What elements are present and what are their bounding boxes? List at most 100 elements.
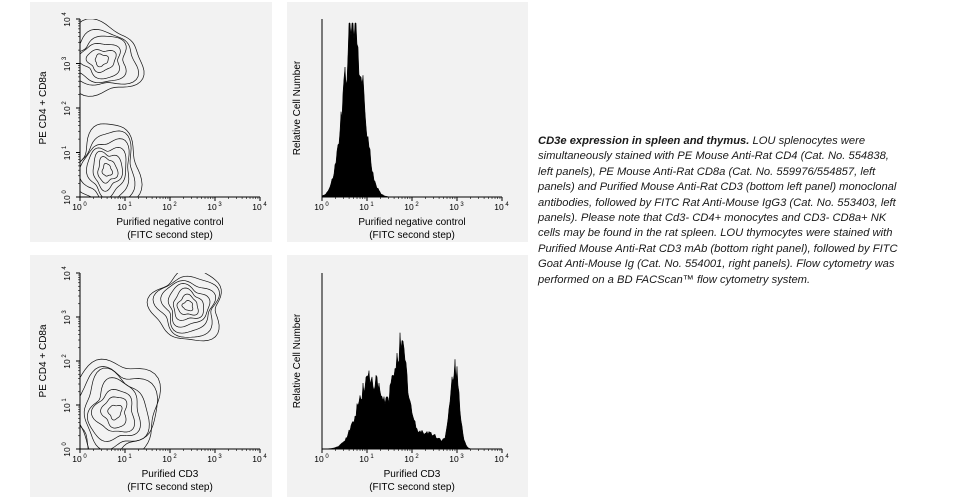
caption-title: CD3e expression in spleen and thymus. [538, 135, 750, 147]
chart3-x-tick-label-3-base: 10 [207, 454, 217, 464]
chart1-y-tick-label-2-base: 10 [62, 106, 72, 116]
caption-body: LOU splenocytes were simultaneously stai… [538, 135, 898, 286]
chart1-contour-1-2 [85, 49, 117, 73]
chart1-x-tick-label-1-exp: 1 [128, 202, 132, 208]
chart1-y-tick-label-2: 102 [62, 101, 72, 116]
chart3-y-label: PE CD4 + CD8a [38, 324, 49, 398]
chart1-contour-1-6 [80, 19, 145, 97]
chart4-x-tick-label-1: 10 1 [359, 454, 374, 464]
chart4-x-label: Purified CD3 [384, 469, 441, 480]
chart4-x-tick-label-3-base: 10 [449, 454, 459, 464]
chart3-y-tick-label-0: 100 [62, 442, 72, 457]
chart3-contour-1-1 [181, 300, 194, 312]
chart2-x-tick-label-0-exp: 0 [325, 202, 329, 208]
chart3-contour-0-3 [91, 389, 135, 433]
chart1-x-label-2: (FITC second step) [127, 230, 213, 241]
chart1-contour-0-2 [97, 156, 119, 184]
chart1-y-tick-label-0-base: 10 [62, 195, 72, 205]
chart3-y-tick-label-2-base: 10 [62, 359, 72, 369]
chart1-x-label: Purified negative control [116, 217, 223, 228]
chart2-x-tick-label-3: 10 3 [449, 202, 464, 212]
chart1-y-tick-label-0: 100 [62, 190, 72, 205]
chart4-x-label-2: (FITC second step) [369, 482, 455, 493]
panel-shade-top-left [30, 2, 272, 242]
chart1-y-label: PE CD4 + CD8a [38, 71, 49, 145]
panel-shade-top-right [287, 2, 528, 242]
chart3-x-tick-label-1: 10 1 [117, 454, 132, 464]
chart1-y-tick-label-3-exp: 3 [62, 56, 68, 60]
chart3-y-tick-label-2: 102 [62, 354, 72, 369]
chart1-contour-0-7 [80, 123, 143, 197]
chart2-x-tick-label-2-exp: 2 [415, 202, 419, 208]
chart4-x-tick-label-1-base: 10 [359, 454, 369, 464]
chart2-x-tick-label-3-base: 10 [449, 202, 459, 212]
chart1-y-tick-label-1: 10 1 [62, 145, 72, 160]
chart3-x-tick-label-2: 10 2 [162, 454, 177, 464]
chart3-x-tick-label-0: 10 0 [72, 454, 87, 464]
chart3-contours [80, 273, 222, 449]
chart4-x-tick-label-0-exp: 0 [325, 454, 329, 460]
chart3-x-tick-label-1-base: 10 [117, 454, 127, 464]
chart1-y-tick-label-1-exp: 1 [62, 145, 68, 149]
chart4-x-tick-label-2: 10 2 [404, 454, 419, 464]
chart3-x-tick-label-4: 10 4 [252, 454, 267, 464]
chart1-x-tick-label-0-base: 10 [72, 202, 82, 212]
chart1-y-tick-label-0-exp: 0 [62, 190, 68, 194]
chart3-x-tick-label-0-base: 10 [72, 454, 82, 464]
chart2-y-label: Relative Cell Number [292, 60, 303, 155]
chart4-x-tick-label-0-base: 10 [314, 454, 324, 464]
chart4-x-tick-label-4: 10 4 [494, 454, 509, 464]
chart3-contour-1-7 [146, 273, 222, 342]
chart4-x-tick-label-3-exp: 3 [460, 454, 464, 460]
chart1-contour-1-4 [80, 35, 127, 84]
chart2-x-tick-label-1-exp: 1 [370, 202, 374, 208]
panel-shade-bottom-left [30, 255, 272, 497]
chart2-x-tick-label-2: 10 2 [404, 202, 419, 212]
chart4-x-tick-label-0: 10 0 [314, 454, 329, 464]
chart1-x-tick-label-2: 10 2 [162, 202, 177, 212]
chart3-y-tick-label-0-exp: 0 [62, 442, 68, 446]
chart1-x-tick-label-1: 10 1 [117, 202, 132, 212]
chart1-y-tick-label-2-exp: 2 [62, 101, 68, 105]
chart1-x-tick-label-2-base: 10 [162, 202, 172, 212]
figure-caption: CD3e expression in spleen and thymus. LO… [538, 134, 900, 288]
chart1-x-tick-label-2-exp: 2 [173, 202, 177, 208]
chart4-x-tick-label-3: 10 3 [449, 454, 464, 464]
chart2-x-tick-label-2-base: 10 [404, 202, 414, 212]
chart3-x-tick-label-3: 10 3 [207, 454, 222, 464]
chart3-contour-0-5 [83, 367, 150, 449]
chart3-y-tick-label-1-base: 10 [62, 403, 72, 413]
chart3-y-tick-label-0-base: 10 [62, 447, 72, 457]
chart3-y-tick-label-4: 104 [62, 266, 72, 281]
chart1-y-tick-label-1-base: 10 [62, 151, 72, 161]
chart2-x-tick-label-4-base: 10 [494, 202, 504, 212]
chart3-contour-0-2 [100, 396, 128, 429]
chart1-y-tick-label-4-base: 10 [62, 17, 72, 27]
chart4-y-label: Relative Cell Number [292, 313, 303, 408]
chart1-contour-0-1 [101, 162, 113, 177]
chart1-x-tick-label-0: 10 0 [72, 202, 87, 212]
chart4-x-tick-label-2-exp: 2 [415, 454, 419, 460]
chart4-x-tick-label-4-exp: 4 [505, 454, 509, 460]
chart1-x-tick-label-4: 10 4 [252, 202, 267, 212]
chart1-x-tick-label-0-exp: 0 [83, 202, 87, 208]
chart3-y-tick-label-1-exp: 1 [62, 398, 68, 402]
chart1-x-tick-label-3-exp: 3 [218, 202, 222, 208]
chart1-y-tick-label-3-base: 10 [62, 62, 72, 72]
chart1-contour-1-5 [80, 29, 139, 86]
chart3-x-tick-label-0-exp: 0 [83, 454, 87, 460]
chart2-x-label-2: (FITC second step) [369, 230, 455, 241]
chart1-contour-0-3 [92, 150, 123, 192]
chart3-x-tick-label-2-exp: 2 [173, 454, 177, 460]
chart1-y-tick-label-4: 104 [62, 12, 72, 27]
chart1-contour-1-3 [80, 43, 121, 80]
chart2-x-tick-label-4-exp: 4 [505, 202, 509, 208]
chart3-contour-1-4 [167, 283, 211, 328]
panel-shade-bottom-right [287, 255, 528, 497]
chart2-x-tick-label-4: 10 4 [494, 202, 509, 212]
chart1-contour-0-4 [86, 147, 127, 197]
chart3-y-tick-label-3-base: 10 [62, 315, 72, 325]
